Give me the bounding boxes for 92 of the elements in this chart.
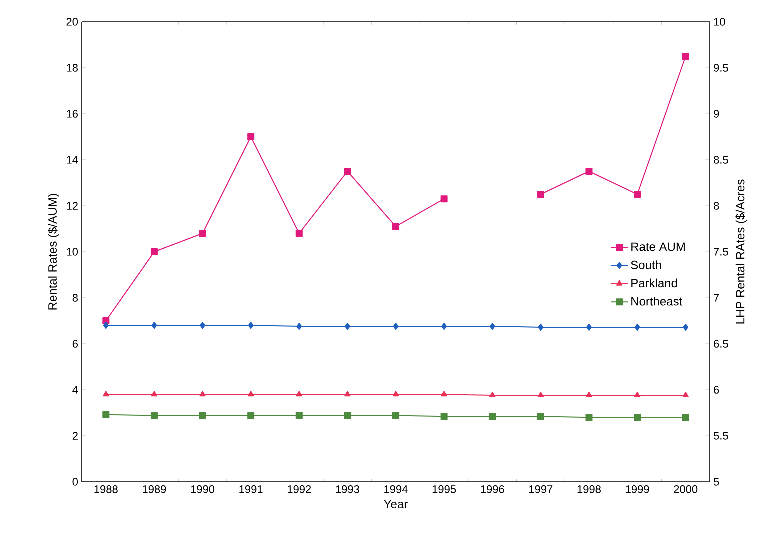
point [634,392,641,398]
y2-tick-label: 7.5 [714,248,728,256]
point [634,191,642,198]
y2-tick-label: 10 [714,18,726,26]
x-tick-label: 1991 [240,486,263,494]
y-tick-label: 2 [72,432,78,440]
point [152,322,158,330]
x-tick-label: 1998 [578,486,601,494]
point [442,323,448,330]
point [440,196,448,203]
point [682,392,689,398]
point [537,191,544,198]
point [151,391,158,397]
y-tick-label: 8 [72,294,78,302]
point [537,413,544,420]
x-tick-label: 1989 [143,486,166,494]
legend-label: Parkland [632,278,678,288]
y-tick-label: 20 [66,18,78,26]
x-tick-label: 1995 [432,486,456,494]
x-tick-label: 1993 [336,486,360,494]
point [682,53,690,60]
legend-label: South [631,260,662,270]
point [489,413,496,420]
y2-tick-label: 8 [714,202,720,210]
y2-tick-label: 6 [714,386,720,394]
point [490,323,496,330]
point [296,323,302,330]
y-tick-label: 14 [67,156,78,164]
point [296,230,303,238]
point [150,412,158,420]
y2-tick-label: 5 [714,478,720,486]
x-tick-label: 1997 [530,486,553,494]
y2-tick-label: 9.5 [714,64,728,72]
point [102,411,110,418]
point [490,392,496,398]
point [440,413,448,420]
point [392,391,400,397]
y2-tick-label: 7 [714,294,720,302]
y-axis-title: Rental Rates ($/AUM) [48,194,60,310]
point [199,230,206,238]
y2-tick-label: 8.5 [714,156,728,164]
y-tick-label: 10 [67,248,78,256]
x-tick-label: 2000 [674,486,698,494]
point [586,392,592,398]
point [103,322,109,330]
point [344,168,352,175]
legend-label: Rate AUM [632,242,685,252]
y-tick-label: 4 [72,386,78,394]
x-axis-title: Year [384,500,408,509]
x-tick-label: 1990 [191,486,215,494]
point [296,412,303,420]
y2-tick-label: 6.5 [714,340,728,348]
point [538,392,544,398]
point [248,134,255,140]
point [200,322,206,330]
point [248,391,254,397]
y2-axis-title: LHP Rental RAtes ($/Acres [736,180,748,324]
point [248,412,255,420]
point [248,322,254,330]
x-tick-label: 1996 [481,486,504,494]
x-tick-label: 1994 [384,486,408,494]
point [296,391,302,397]
x-tick-label: 1988 [94,486,118,494]
y-tick-label: 6 [72,340,78,348]
y2-tick-label: 9 [714,110,720,118]
point [441,391,448,397]
point [682,414,690,422]
point [393,323,399,330]
point [634,414,642,422]
point [344,412,352,420]
point [586,168,593,175]
point [150,248,158,256]
y2-tick-label: 5.5 [714,432,728,440]
point [392,412,400,420]
point [103,391,110,397]
x-tick-label: 1999 [626,486,650,494]
y-tick-label: 18 [67,64,78,72]
y-tick-label: 16 [67,110,78,118]
point [586,414,593,422]
point [538,324,544,331]
point [344,391,351,397]
point [199,412,206,420]
legend-label: Northeast [632,296,683,306]
point [634,324,640,331]
point [683,324,689,331]
point [200,391,206,397]
y-tick-label: 0 [72,478,78,486]
x-tick-label: 1992 [288,486,312,494]
point [586,324,592,331]
y-tick-label: 12 [67,202,78,210]
point [344,323,350,330]
point [392,223,400,230]
